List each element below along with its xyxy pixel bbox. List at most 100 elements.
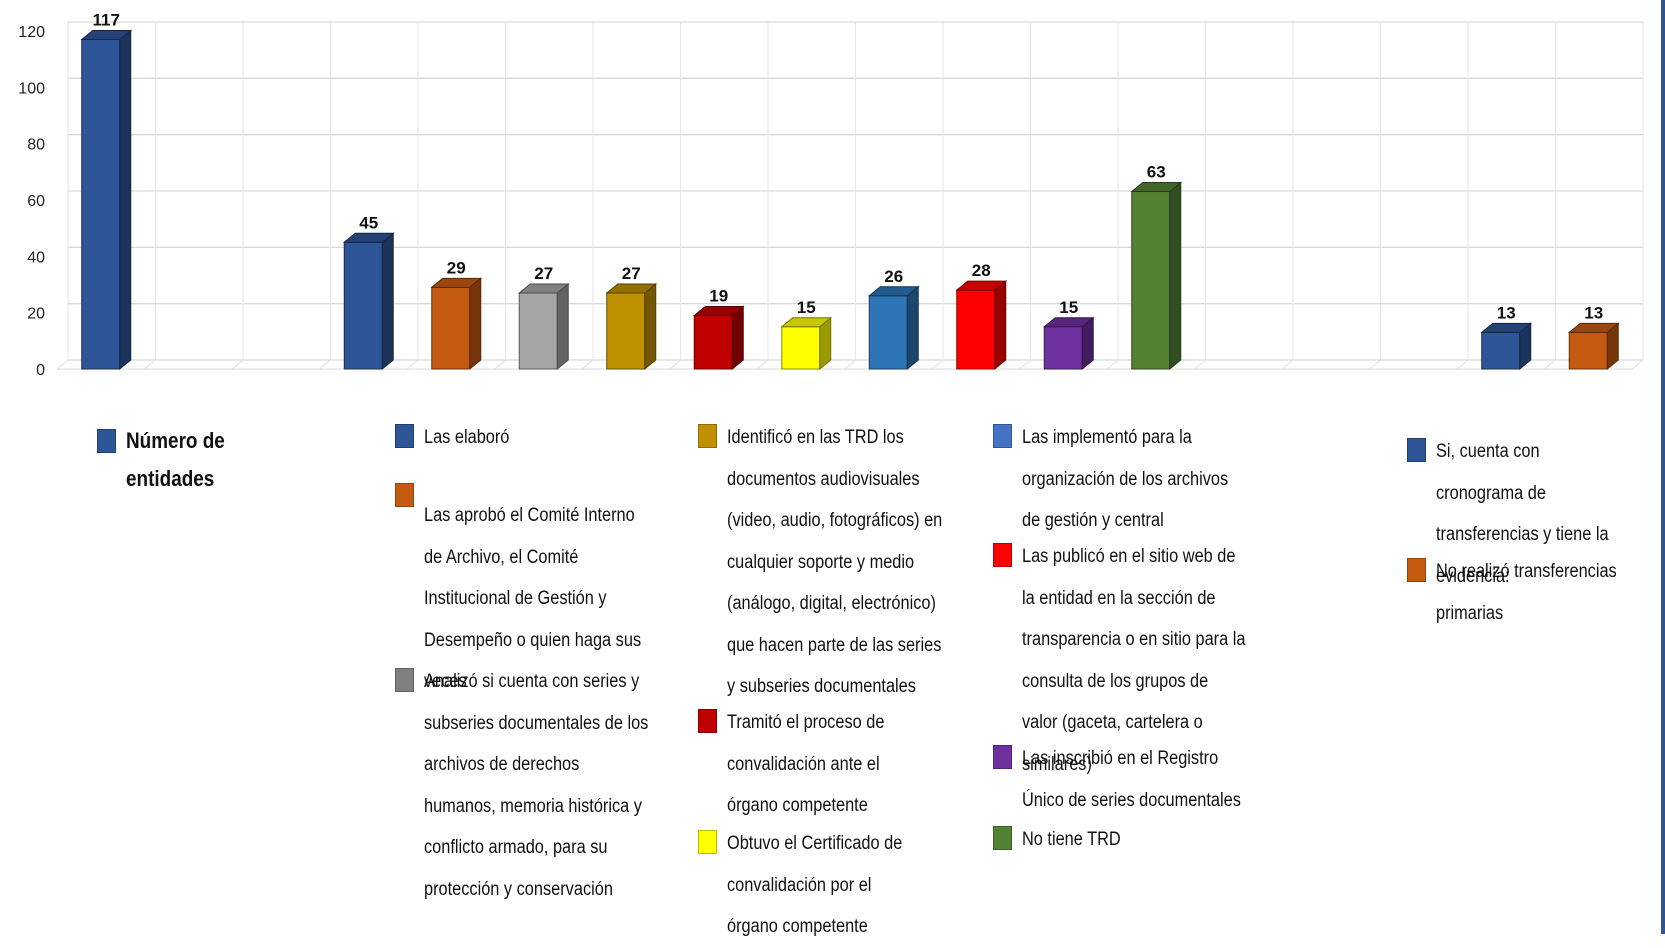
data-label: 29 [447,258,466,277]
bar-top [517,283,570,294]
bar: 63 [1130,163,1183,371]
floor-line [581,359,594,370]
bar: 15 [780,298,833,371]
bar-top [342,232,395,243]
frame-right-border [1661,0,1665,934]
bar-front [606,292,646,370]
bar: 117 [80,10,133,371]
y-tick-label: 120 [18,24,45,41]
bar: 28 [955,261,1008,371]
bar-side [731,305,744,371]
legend-item-implemento: Las implementó para la organización de l… [993,417,1283,542]
bar: 19 [692,286,745,371]
y-tick-label: 60 [27,193,45,210]
legend-label: Si, cuenta con cronograma de transferenc… [1436,441,1609,587]
bar-side [994,280,1007,371]
bar-top [955,280,1008,291]
bar: 27 [517,264,570,371]
data-label: 45 [359,213,378,232]
bar-top [1042,317,1095,328]
legend-swatch [1407,438,1426,462]
data-label: 13 [1584,303,1603,322]
bar-front [781,326,821,370]
data-label: 27 [534,264,553,283]
bar-top [430,277,483,288]
legend-label: Las inscribió en el Registro Único de se… [1022,748,1241,811]
bar-side [119,29,132,371]
bar: 15 [1042,298,1095,371]
legend-swatch [1407,558,1426,582]
bar-top [1567,322,1620,333]
data-label: 15 [797,298,816,317]
bar: 27 [605,264,658,371]
floor-line [494,359,506,370]
floor-line [1281,359,1294,370]
data-label: 27 [622,264,641,283]
legend-label: Número de entidades [126,428,225,491]
floor-line [756,359,769,370]
legend-swatch [395,483,414,507]
bar-chart: 0 20 40 60 80 100 120 117 45 29 27 27 19 15 26 28 15 63 13… [18,10,1644,379]
legend-swatch [698,709,717,733]
floor-line [231,359,244,370]
floor-line [319,359,331,370]
floor-line [1369,359,1381,370]
bar: 45 [342,213,395,371]
bar-front [868,295,908,370]
floor-line [1194,359,1206,370]
bar-top [867,286,920,297]
y-tick-label: 20 [27,306,45,323]
legend-label: Las publicó en el sitio web de la entida… [1022,546,1246,775]
bar-top [692,305,745,316]
floor-line [1019,359,1031,370]
legend-label: Tramitó el proceso de convalidación ante… [727,712,885,816]
bar: 13 [1480,303,1533,371]
legend-label: Analizó si cuenta con series y subseries… [424,671,649,900]
legend-item-aprobo: Las aprobó el Comité Interno de Archivo,… [395,476,685,703]
data-label: 15 [1059,298,1078,317]
bar-front [1131,191,1171,370]
bar-top [80,29,133,40]
bar: 29 [430,258,483,371]
bar-front [1568,331,1608,370]
floor-line [1544,359,1556,370]
legend-label: No tiene TRD [1022,829,1121,850]
floor-line [1106,359,1119,370]
floor-line [931,359,944,370]
y-tick-label: 0 [36,362,45,379]
bar-front [956,289,996,370]
bar-side [556,282,569,371]
bar-side [1169,181,1182,371]
bar-top [1130,182,1183,193]
bar-top [605,283,658,294]
legend-label: Identificó en las TRD los documentos aud… [727,427,943,697]
y-tick-label: 100 [18,80,45,97]
legend-swatch [698,830,717,854]
legend-swatch [993,745,1012,769]
y-tick-label: 40 [27,249,45,266]
bar-side [906,285,919,371]
legend-item-identifico: Identificó en las TRD los documentos aud… [698,417,983,708]
legend-item-cronograma: Si, cuenta con cronograma de transferenc… [1407,431,1657,597]
legend-label: Las implementó para la organización de l… [1022,427,1229,531]
legend-item-no-tiene-trd: No tiene TRD [993,819,1283,861]
legend-swatch [993,424,1012,448]
data-label: 63 [1147,163,1166,182]
bar-front [518,292,558,370]
data-label: 13 [1497,303,1516,322]
legend-item-no-transferencias: No realizó transferencias primarias [1407,551,1657,634]
data-label: 26 [884,267,903,286]
legend-label: Obtuvo el Certificado de convalidación p… [727,833,903,937]
legend-label: No realizó transferencias primarias [1436,561,1617,624]
legend-swatch [395,424,414,448]
bar-top [1480,322,1533,333]
floor-line [1631,359,1644,370]
legend-item-obtuvo: Obtuvo el Certificado de convalidación p… [698,823,983,948]
bar-front [81,38,121,370]
legend-swatch [698,424,717,448]
floor-line [844,359,856,370]
bar: 13 [1567,303,1620,371]
y-tick-label: 80 [27,137,45,154]
data-label: 19 [709,286,728,305]
bar-front [1043,326,1083,370]
